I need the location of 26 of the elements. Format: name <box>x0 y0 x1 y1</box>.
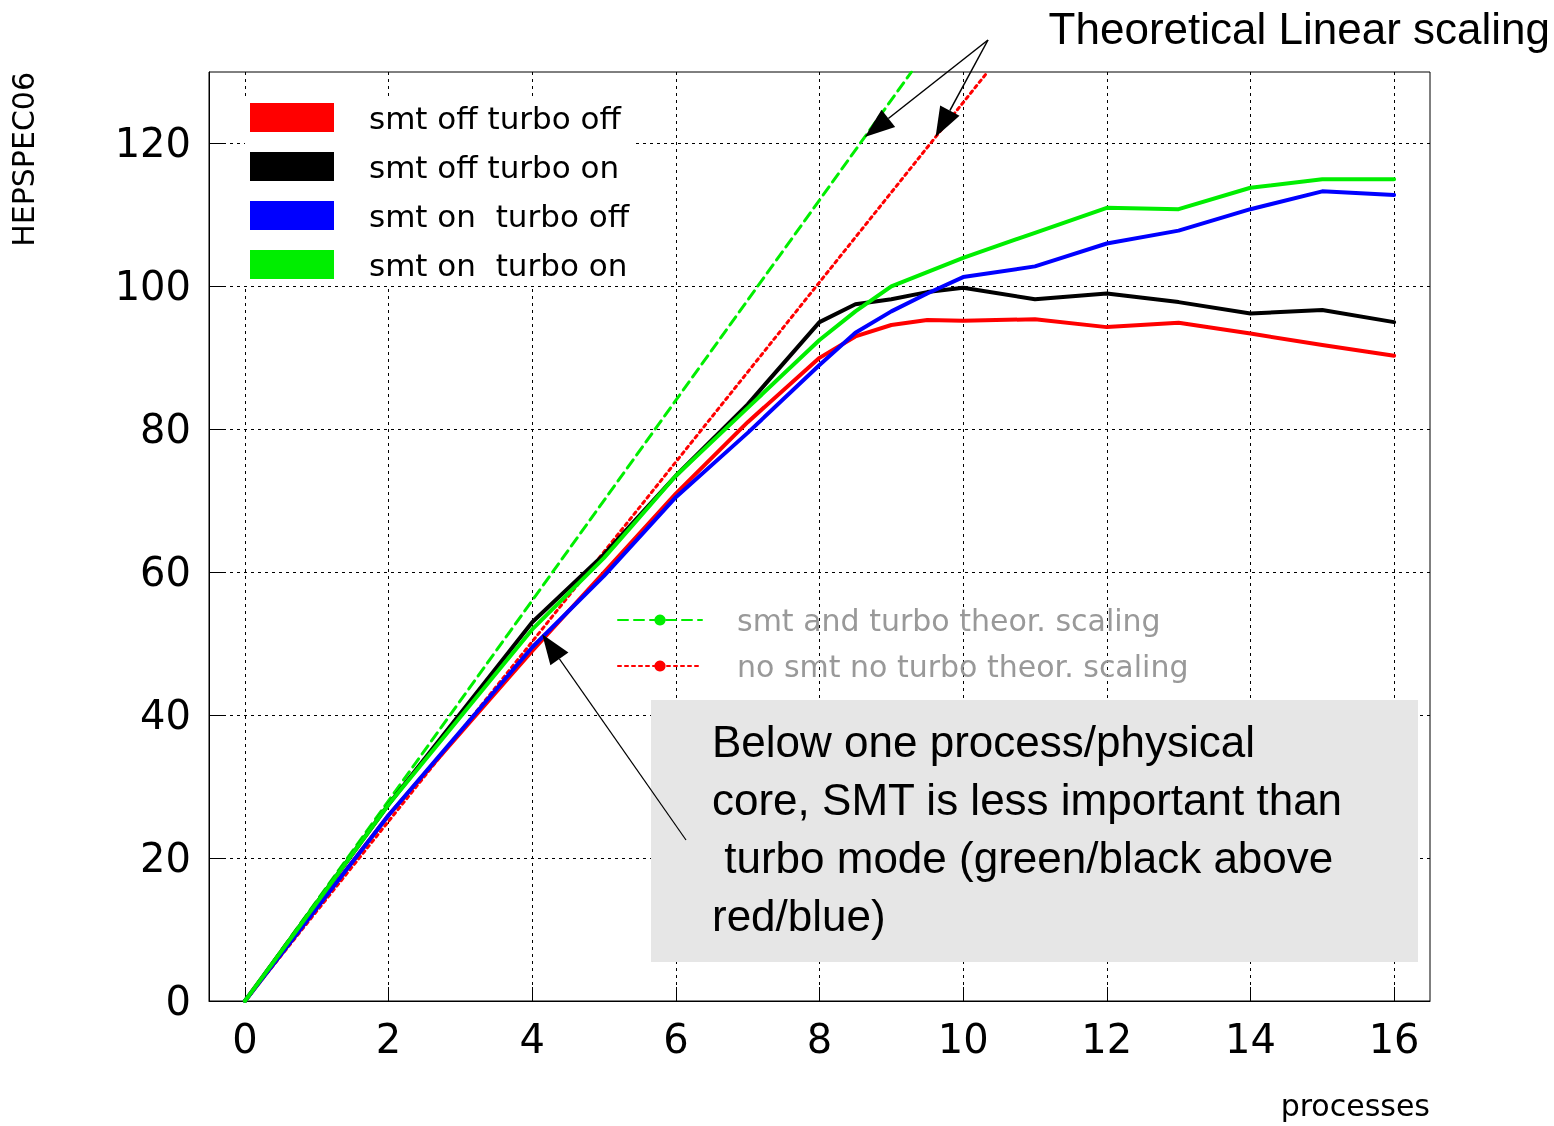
annotation: Below one process/physical core, SMT is less important than turbo mode (green/black above red/blue) <box>712 716 1346 940</box>
y-tick-label: 40 <box>140 692 191 739</box>
legend-label: smt and turbo theor. scaling <box>737 602 1161 638</box>
y-tick-label: 20 <box>140 835 191 882</box>
legend-label: smt off turbo on <box>369 148 620 185</box>
y-tick-label: 120 <box>114 120 191 167</box>
x-tick-label: 0 <box>232 1016 258 1062</box>
legend-label: smt off turbo off <box>369 99 622 136</box>
x-tick-label: 12 <box>1081 1016 1133 1062</box>
x-tick-label: 6 <box>663 1016 689 1062</box>
y-tick-label: 60 <box>140 549 191 596</box>
y-axis-title: HEPSPEC06 <box>5 71 41 247</box>
legend-label: no smt no turbo theor. scaling <box>737 648 1189 684</box>
x-tick-label: 8 <box>806 1016 833 1062</box>
y-tick-label: 0 <box>165 978 191 1024</box>
x-tick-label: 4 <box>519 1016 545 1062</box>
text: Theoretical Linear scaling <box>1048 3 1551 53</box>
x-tick-label: 14 <box>1224 1016 1276 1062</box>
x-tick-label: 2 <box>375 1016 402 1062</box>
legend-label: smt on turbo off <box>369 197 630 234</box>
x-tick-label: 10 <box>937 1016 989 1062</box>
x-tick-label: 16 <box>1368 1016 1420 1062</box>
y-tick-label: 100 <box>114 263 191 310</box>
y-tick-label: 80 <box>140 406 191 453</box>
x-axis-title: processes <box>1280 1087 1430 1123</box>
legend-label: smt on turbo on <box>369 246 628 283</box>
